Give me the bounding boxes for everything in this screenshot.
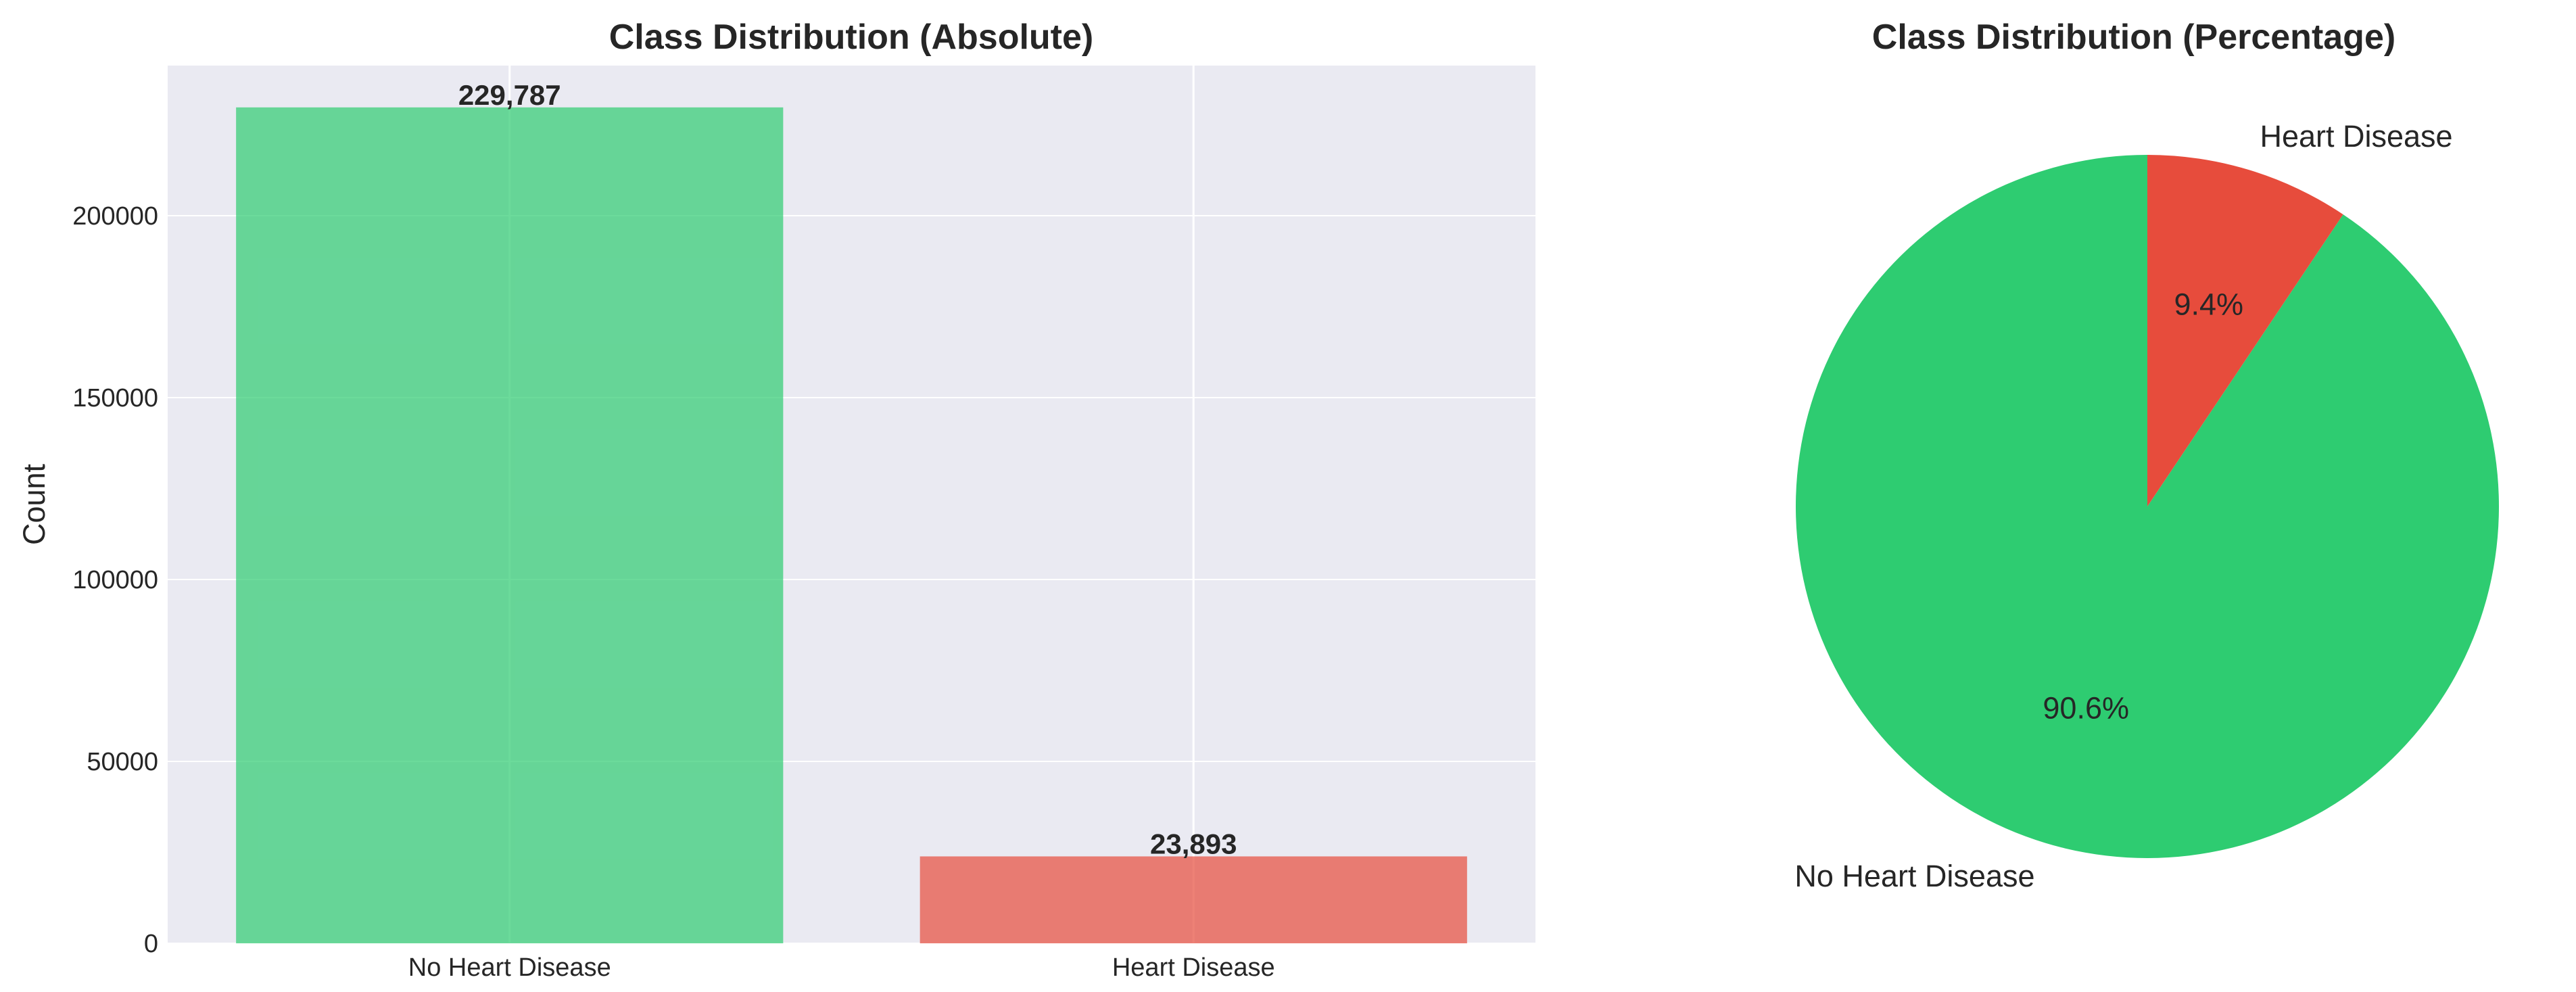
bar-chart: 0 50000 100000 150000 200000 No Heart Diseas…	[17, 18, 1535, 982]
y-tick-label: 200000	[72, 202, 158, 231]
y-tick-label: 150000	[72, 384, 158, 412]
pie-chart: No Heart Disease 90.6% Heart Disease 9.4% C…	[1794, 18, 2500, 893]
y-tick-label: 0	[144, 930, 158, 958]
bar-value-label: 23,893	[1150, 828, 1237, 859]
pie-slices	[1796, 155, 2500, 858]
bar-y-axis-label: Count	[17, 463, 51, 545]
bar-x-axis: No Heart Disease Heart Disease	[408, 953, 1275, 982]
x-tick-label: Heart Disease	[1112, 953, 1275, 982]
bar-value-labels: 229,787 23,893	[458, 79, 1237, 860]
pie-percent-label: 90.6%	[2043, 690, 2129, 725]
bar-chart-title: Class Distribution (Absolute)	[609, 18, 1093, 57]
pie-percent-label: 9.4%	[2174, 287, 2244, 322]
x-tick-label: No Heart Disease	[408, 953, 611, 982]
pie-slice-label: Heart Disease	[2260, 119, 2452, 153]
pie-chart-title: Class Distribution (Percentage)	[1872, 18, 2395, 57]
pie-labels: No Heart Disease 90.6% Heart Disease 9.4%	[1794, 119, 2452, 893]
bar-value-label: 229,787	[458, 79, 561, 111]
bar	[920, 856, 1467, 943]
bar	[236, 107, 784, 943]
y-tick-label: 50000	[87, 748, 158, 776]
pie-slice-label: No Heart Disease	[1794, 859, 2034, 893]
bar-y-axis: 0 50000 100000 150000 200000	[72, 202, 158, 958]
bar-series	[236, 107, 1467, 943]
y-tick-label: 100000	[72, 566, 158, 594]
pie-slice	[2147, 155, 2343, 506]
